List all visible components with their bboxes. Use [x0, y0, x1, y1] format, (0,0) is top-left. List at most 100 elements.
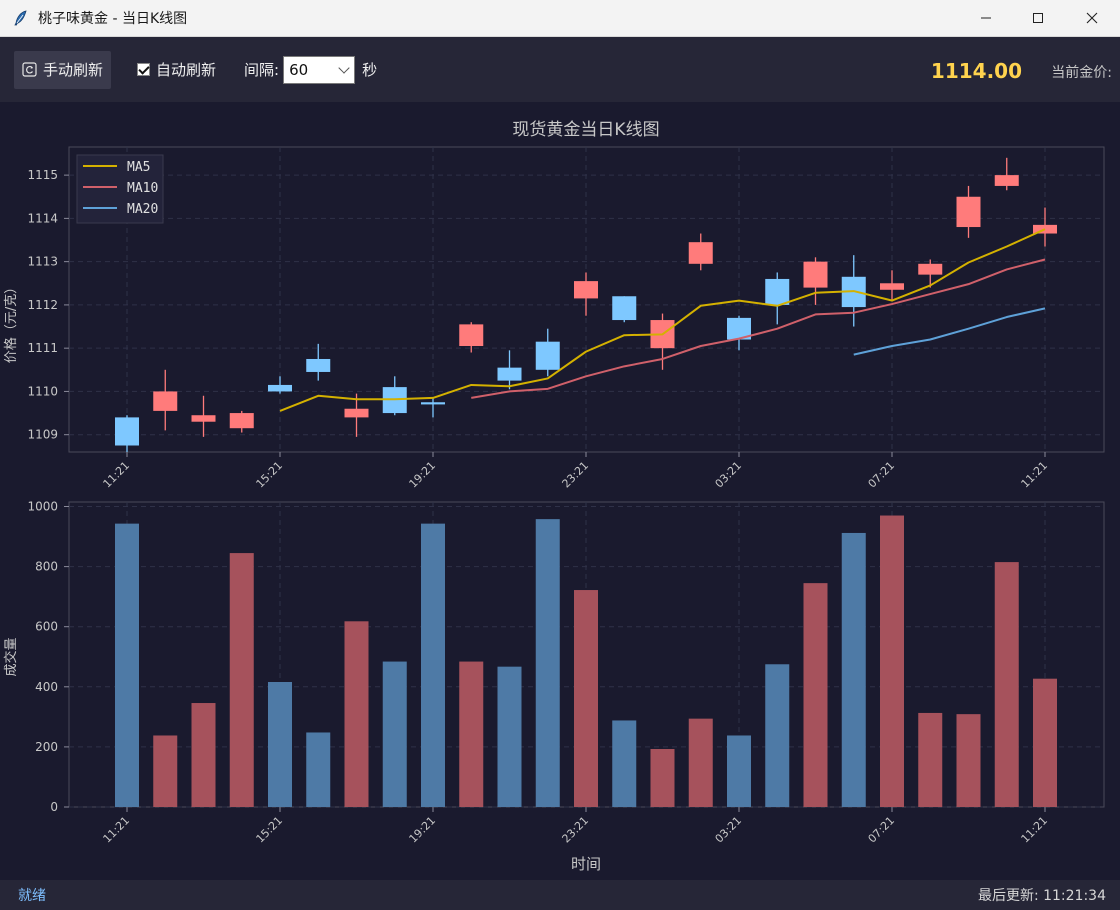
candle — [880, 270, 904, 301]
candle-body — [344, 408, 369, 418]
candle — [688, 233, 713, 271]
candle — [382, 376, 407, 416]
candle-body — [1033, 224, 1057, 234]
volume-bar — [574, 590, 598, 807]
volume-x-tick-label: 03:21 — [713, 814, 745, 846]
kline-y-ticks: 1109 1110 1111 1112 1113 1114 1115 — [27, 168, 69, 442]
interval-label: 间隔: — [244, 61, 280, 79]
ma20-line — [853, 307, 1046, 356]
candle — [574, 272, 598, 316]
volume-bar — [880, 515, 904, 807]
candle-body — [688, 242, 713, 264]
kline-candles — [115, 157, 1057, 452]
candle-body — [956, 196, 981, 228]
close-icon — [1086, 12, 1098, 24]
kline-x-tick-label: 19:21 — [407, 459, 439, 491]
candle-body — [535, 341, 560, 370]
ma5-line — [279, 228, 1046, 412]
candle-body — [765, 278, 790, 305]
candle — [421, 397, 445, 418]
kline-ma-lines — [279, 228, 1046, 412]
volume-bar — [497, 666, 522, 807]
kline-y-axis-label: 价格（元/克） — [3, 281, 19, 363]
volume-y-tick-label: 800 — [35, 560, 58, 574]
volume-bar — [535, 519, 560, 807]
candle — [344, 393, 369, 437]
manual-refresh-button[interactable]: 手动刷新 — [14, 50, 112, 89]
candle-body — [497, 367, 522, 381]
kline-x-tick-label: 11:21 — [101, 459, 133, 491]
volume-y-tick-label: 200 — [35, 740, 58, 754]
candle-body — [306, 358, 331, 372]
candle — [956, 185, 981, 238]
kline-y-tick-label: 1114 — [27, 211, 58, 225]
interval-value: 60 — [289, 60, 309, 79]
manual-refresh-label: 手动刷新 — [43, 61, 104, 79]
candle — [306, 343, 331, 381]
chart-area: 现货黄金当日K线图 1109 1110 1111 1112 1113 1114 1115 1… — [0, 102, 1120, 880]
refresh-icon — [22, 62, 37, 77]
volume-x-tick-label: 15:21 — [254, 814, 286, 846]
current-price-label: 当前金价: — [1051, 65, 1112, 81]
interval-select[interactable]: 60 — [283, 55, 356, 84]
candle-body — [459, 324, 484, 347]
candle — [994, 157, 1019, 191]
candle-body — [191, 415, 216, 422]
volume-y-tick-label: 600 — [35, 620, 58, 634]
kline-y-tick-label: 1110 — [27, 384, 58, 398]
volume-bar — [153, 735, 178, 807]
candle-body — [268, 384, 292, 392]
volume-y-tick-label: 1000 — [27, 500, 58, 514]
candle-body — [115, 417, 139, 446]
last-updated-text: 最后更新: 11:21:34 — [977, 888, 1106, 904]
candle — [153, 369, 178, 431]
volume-bar — [382, 661, 407, 807]
volume-bar — [229, 553, 254, 807]
volume-bar — [803, 583, 828, 807]
window-title: 桃子味黄金 - 当日K线图 — [38, 11, 188, 27]
volume-bar — [115, 523, 139, 807]
auto-refresh-checkbox[interactable] — [137, 63, 151, 76]
volume-bar — [841, 532, 866, 807]
candle — [229, 410, 254, 433]
candle — [612, 296, 637, 323]
candle-body — [918, 263, 943, 275]
current-price-value: 1114.00 — [930, 59, 1022, 83]
auto-refresh-label: 自动刷新 — [156, 61, 217, 79]
kline-y-tick-label: 1115 — [27, 168, 58, 182]
volume-y-axis-label: 成交量 — [3, 637, 19, 676]
candle — [727, 315, 751, 351]
status-text: 就绪 — [18, 888, 46, 904]
candle — [803, 257, 828, 305]
candle-body — [421, 402, 445, 405]
close-button[interactable] — [1064, 0, 1120, 37]
legend-label-ma10: MA10 — [127, 181, 158, 196]
status-bar: 就绪 最后更新: 11:21:34 — [0, 880, 1120, 910]
chevron-down-icon — [338, 61, 350, 74]
candle-body — [153, 391, 178, 411]
candle — [191, 395, 216, 437]
volume-bar — [650, 749, 675, 807]
volume-x-tick-label: 23:21 — [560, 814, 592, 846]
volume-bar — [421, 523, 445, 807]
volume-y-ticks: 0 200 400 600 800 1000 — [27, 500, 69, 814]
minimize-button[interactable] — [960, 0, 1012, 37]
maximize-button[interactable] — [1012, 0, 1064, 37]
volume-bar — [688, 718, 713, 807]
candle — [535, 328, 560, 377]
kline-y-tick-label: 1112 — [27, 298, 58, 312]
candle — [765, 272, 790, 325]
candle-body — [574, 281, 598, 299]
kline-x-tick-label: 07:21 — [866, 459, 898, 491]
volume-bar — [918, 712, 943, 807]
candle-body — [612, 296, 637, 321]
feather-icon — [14, 10, 27, 26]
volume-bar — [344, 621, 369, 807]
kline-y-tick-label: 1109 — [27, 428, 58, 442]
volume-bar — [727, 735, 751, 807]
auto-refresh-toggle[interactable]: 自动刷新 — [137, 59, 216, 80]
volume-x-tick-label: 19:21 — [407, 814, 439, 846]
maximize-icon — [1033, 13, 1043, 23]
volume-bar — [306, 732, 331, 807]
candle-body — [994, 175, 1019, 186]
